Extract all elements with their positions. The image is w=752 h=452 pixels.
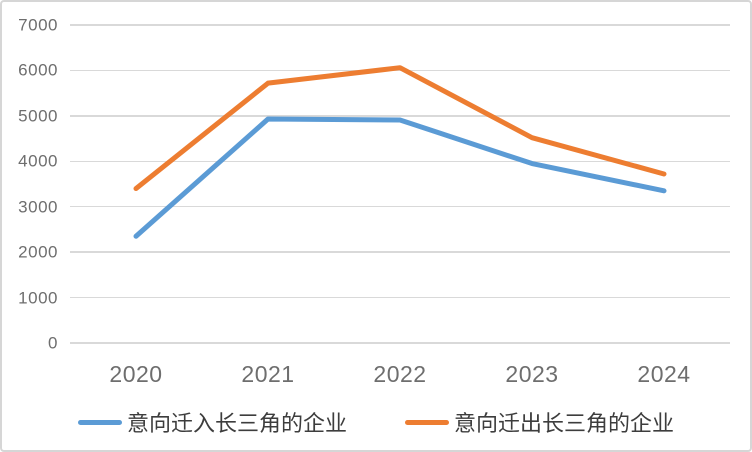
gridline-0: [70, 342, 730, 344]
gridline-3000: [70, 206, 730, 208]
gridline-1000: [70, 296, 730, 299]
y-axis-tick-6000: 6000: [18, 60, 58, 80]
legend: 意向迁入长三角的企业 意向迁出长三角的企业: [2, 403, 750, 441]
y-axis-tick-7000: 7000: [18, 15, 58, 35]
series-line-1: [133, 65, 667, 192]
legend-label-move-out: 意向迁出长三角的企业: [454, 411, 675, 436]
series-line-0: [133, 116, 667, 239]
legend-swatch-orange-line: [405, 419, 449, 425]
x-axis-tick-2021: 2021: [241, 361, 295, 387]
legend-item-move-out[interactable]: 意向迁出长三角的企业: [405, 406, 674, 438]
x-axis-tick-2023: 2023: [505, 361, 559, 387]
legend-item-move-in[interactable]: 意向迁入长三角的企业: [77, 406, 347, 438]
y-axis-tick-0: 0: [48, 333, 58, 353]
gridline-7000: [70, 24, 730, 26]
y-axis-tick-2000: 2000: [18, 242, 58, 262]
y-axis-tick-3000: 3000: [18, 197, 58, 217]
y-axis-tick-1000: 1000: [18, 288, 58, 308]
y-axis-tick-5000: 5000: [18, 106, 58, 126]
y-axis-tick-4000: 4000: [18, 151, 58, 171]
x-axis-tick-2022: 2022: [373, 361, 427, 387]
legend-swatch-blue-line: [77, 419, 122, 425]
x-axis-tick-2020: 2020: [109, 361, 163, 387]
gridline-4000: [70, 160, 730, 162]
gridline-2000: [70, 251, 730, 253]
gridline-5000: [70, 115, 730, 117]
x-axis-tick-2024: 2024: [637, 361, 691, 387]
legend-label-move-in: 意向迁入长三角的企业: [126, 411, 347, 436]
